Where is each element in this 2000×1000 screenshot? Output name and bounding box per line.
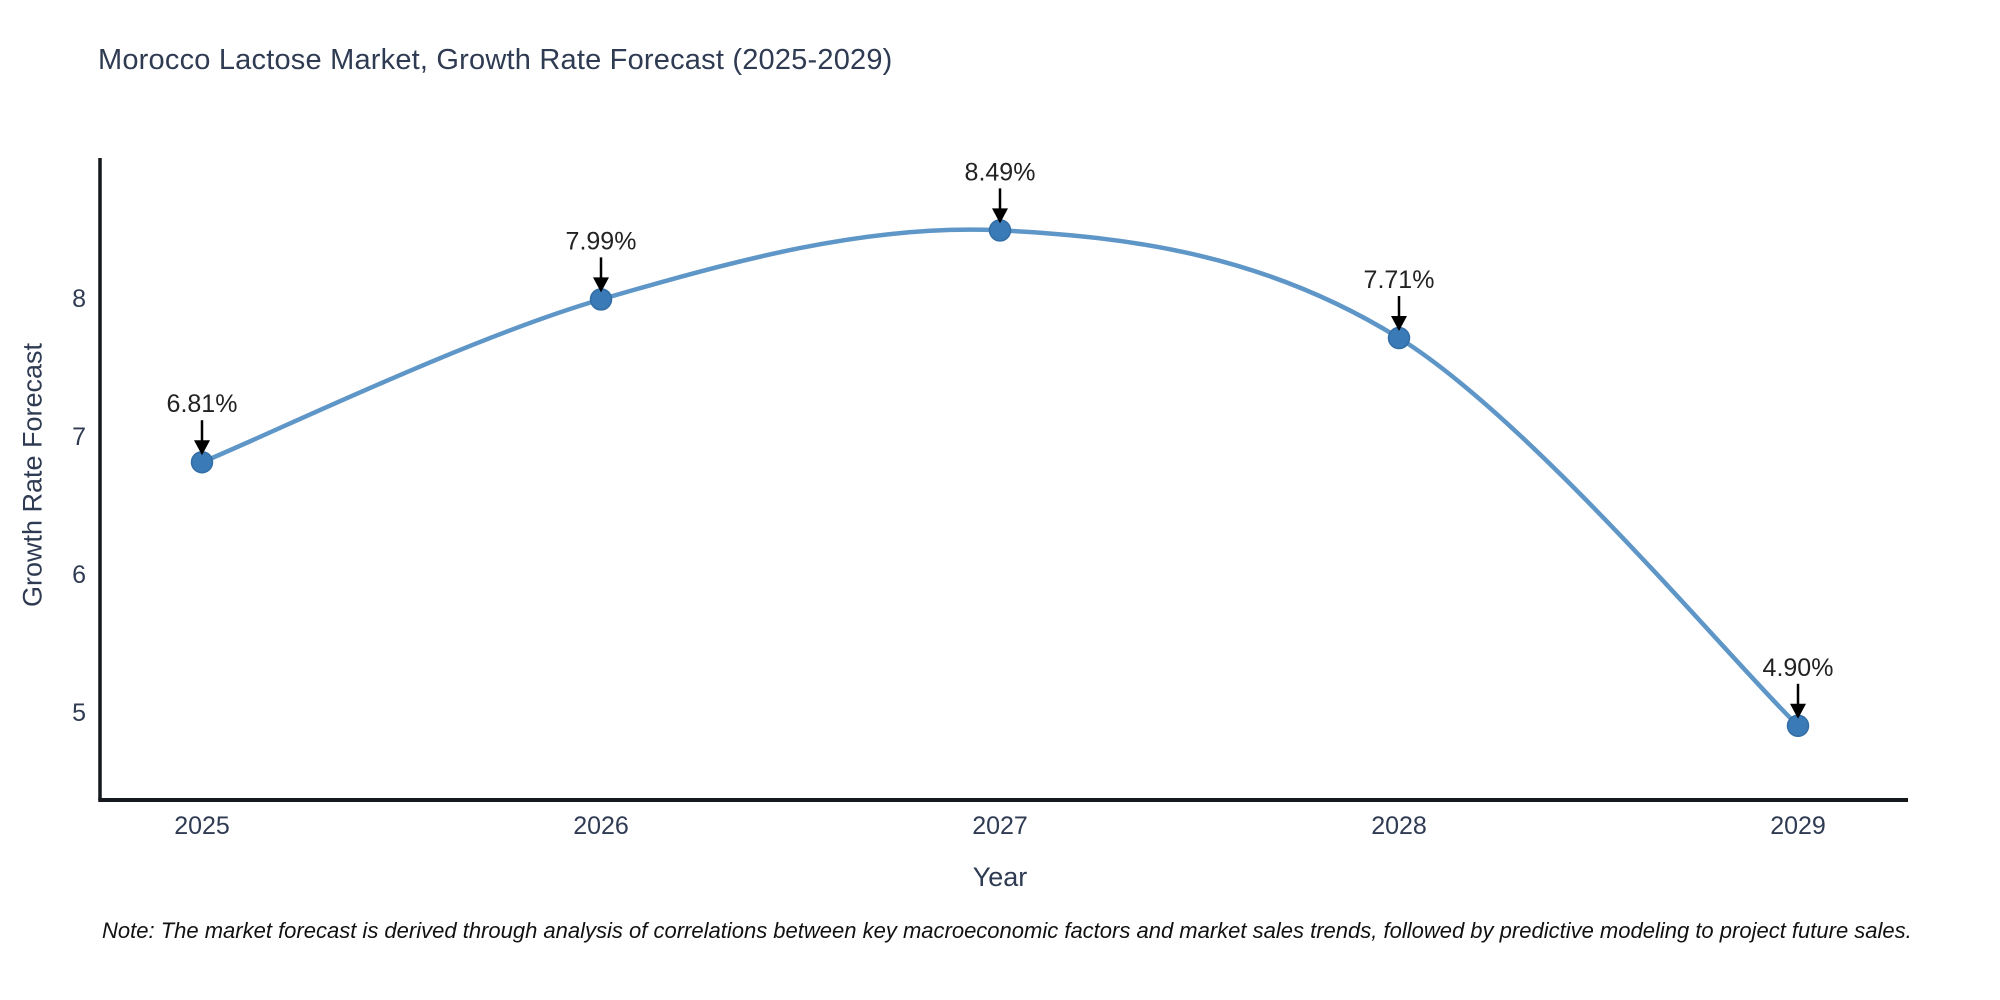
x-tick-label: 2029 [1770, 812, 1826, 840]
annotation-arrowhead [194, 440, 210, 456]
annotation-arrowhead [992, 208, 1008, 224]
annotation-value-label: 6.81% [167, 390, 238, 418]
annotation-value-label: 7.99% [566, 227, 637, 255]
y-tick-label: 8 [72, 285, 86, 313]
annotation-arrowhead [1790, 703, 1806, 719]
y-tick-label: 6 [72, 561, 86, 589]
y-tick-label: 7 [72, 423, 86, 451]
annotation-arrowhead [1391, 316, 1407, 332]
footnote: Note: The market forecast is derived thr… [102, 918, 1912, 943]
chart-title: Morocco Lactose Market, Growth Rate Fore… [98, 44, 893, 76]
x-tick-label: 2028 [1371, 812, 1427, 840]
x-tick-label: 2027 [972, 812, 1028, 840]
annotation-arrowhead [593, 277, 609, 293]
x-tick-label: 2026 [573, 812, 629, 840]
annotation-value-label: 4.90% [1763, 654, 1834, 682]
trend-line [199, 227, 1801, 729]
y-tick-label: 5 [72, 699, 86, 727]
x-axis-title: Year [972, 862, 1028, 892]
x-tick-label: 2025 [174, 812, 230, 840]
annotation-value-label: 8.49% [965, 158, 1036, 186]
annotation-value-label: 7.71% [1364, 266, 1435, 294]
